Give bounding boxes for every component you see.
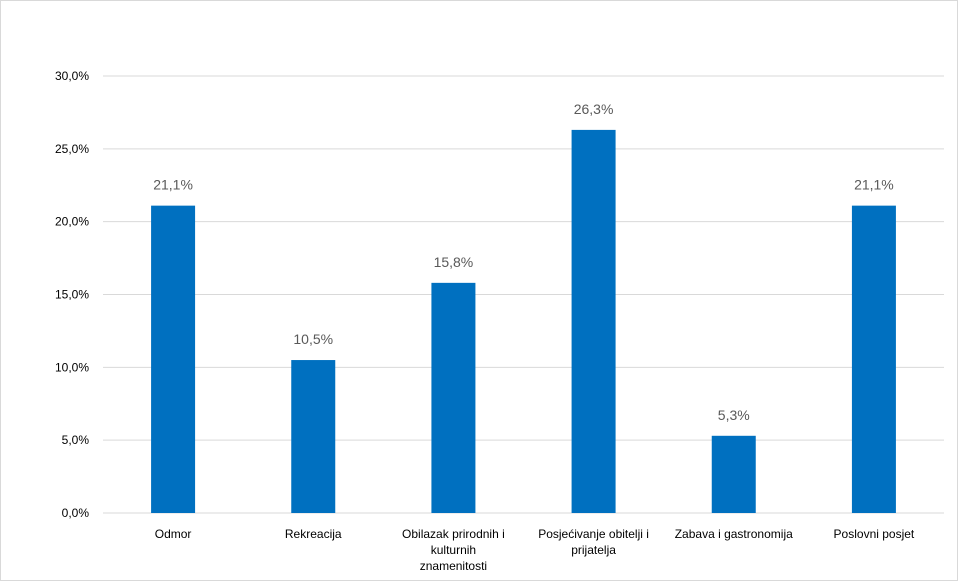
x-tick-label-line: Obilazak prirodnih i xyxy=(402,527,505,541)
bar xyxy=(431,282,476,513)
y-tick-label: 25,0% xyxy=(55,142,89,156)
x-tick-label: Zabava i gastronomija xyxy=(675,527,793,541)
x-axis-labels: Odmor Rekreacija Obilazak prirodnih i kultu… xyxy=(155,527,915,573)
y-tick-label: 15,0% xyxy=(55,288,89,302)
x-tick-label-line: prijatelja xyxy=(571,543,616,557)
bar xyxy=(151,205,196,514)
data-label: 26,3% xyxy=(574,101,614,117)
x-tick-label-line: Rekreacija xyxy=(285,527,342,541)
y-tick-label: 5,0% xyxy=(62,433,90,447)
x-tick-label-line: Odmor xyxy=(155,527,192,541)
data-labels: 21,1% 10,5% 15,8% 26,3% 5,3% 21,1% xyxy=(153,101,894,423)
gridlines xyxy=(103,75,944,514)
y-axis-ticks: 0,0% 5,0% 10,0% 15,0% 20,0% 25,0% 30,0% xyxy=(55,69,89,520)
y-tick-label: 10,0% xyxy=(55,360,89,374)
data-label: 10,5% xyxy=(293,331,333,347)
x-tick-label-line: Posjećivanje obitelji i xyxy=(538,527,649,541)
bar xyxy=(291,360,336,513)
y-tick-label: 0,0% xyxy=(62,506,90,520)
y-tick-label: 20,0% xyxy=(55,215,89,229)
y-tick-label: 30,0% xyxy=(55,69,89,83)
x-tick-label-line: znamenitosti xyxy=(420,559,487,573)
x-tick-label: Obilazak prirodnih i kulturnih znamenitost… xyxy=(402,527,505,573)
bars xyxy=(151,129,896,514)
x-tick-label-line: kulturnih xyxy=(431,543,476,557)
data-label: 15,8% xyxy=(434,254,474,270)
bar xyxy=(711,435,756,513)
x-tick-label: Poslovni posjet xyxy=(834,527,915,541)
bar xyxy=(571,129,616,513)
x-tick-label: Odmor xyxy=(155,527,192,541)
x-tick-label-line: Poslovni posjet xyxy=(834,527,915,541)
bar xyxy=(851,205,896,514)
data-label: 5,3% xyxy=(718,407,750,423)
x-tick-label-line: Zabava i gastronomija xyxy=(675,527,793,541)
x-tick-label: Posjećivanje obitelji i prijatelja xyxy=(538,527,649,557)
data-label: 21,1% xyxy=(854,177,894,193)
data-label: 21,1% xyxy=(153,177,193,193)
x-tick-label: Rekreacija xyxy=(285,527,342,541)
